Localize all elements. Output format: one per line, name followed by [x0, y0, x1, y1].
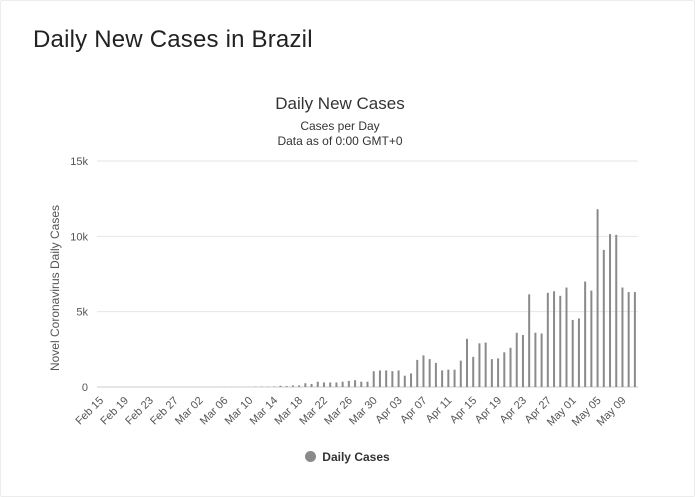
y-tick-label: 0	[82, 382, 88, 394]
bar[interactable]	[528, 294, 531, 387]
chart-subtitle: Cases per Day	[300, 119, 379, 133]
chart-subtitle: Data as of 0:00 GMT+0	[277, 134, 402, 148]
y-tick-label: 15k	[70, 156, 88, 168]
bar[interactable]	[360, 381, 363, 387]
bar[interactable]	[484, 342, 487, 387]
bar[interactable]	[391, 371, 394, 387]
bar[interactable]	[546, 292, 549, 387]
y-axis-label: Novel Coronavirus Daily Cases	[48, 205, 62, 371]
bar[interactable]	[627, 292, 630, 387]
bar[interactable]	[434, 362, 437, 387]
bar[interactable]	[397, 370, 400, 387]
bar[interactable]	[347, 380, 350, 387]
bar[interactable]	[615, 234, 618, 387]
bar[interactable]	[354, 380, 357, 387]
bar[interactable]	[621, 287, 624, 387]
bar[interactable]	[335, 382, 338, 387]
bar[interactable]	[279, 385, 282, 387]
bar[interactable]	[298, 385, 301, 387]
legend-label: Daily Cases	[322, 450, 390, 464]
legend-marker-icon	[305, 451, 317, 462]
bar[interactable]	[410, 373, 413, 387]
page-title: Daily New Cases in Brazil	[33, 26, 313, 53]
bar[interactable]	[490, 359, 493, 387]
bar[interactable]	[403, 375, 406, 387]
bar[interactable]	[285, 386, 288, 387]
bar[interactable]	[310, 383, 313, 387]
x-tick-label: Apr 19	[473, 395, 504, 426]
bar[interactable]	[316, 381, 319, 387]
bar[interactable]	[441, 370, 444, 387]
bar[interactable]	[596, 209, 599, 387]
bar[interactable]	[416, 359, 419, 387]
bar[interactable]	[472, 356, 475, 387]
bar[interactable]	[273, 386, 276, 387]
bar[interactable]	[602, 249, 605, 387]
bar[interactable]	[497, 358, 500, 387]
bar[interactable]	[590, 290, 593, 387]
bar[interactable]	[540, 333, 543, 387]
x-tick-label: Apr 15	[448, 395, 479, 426]
bar[interactable]	[609, 234, 612, 387]
bar[interactable]	[584, 281, 587, 387]
bar[interactable]	[509, 347, 512, 387]
x-tick-label: Apr 07	[398, 395, 429, 426]
bar[interactable]	[378, 370, 381, 387]
bar[interactable]	[322, 382, 325, 387]
bar[interactable]	[372, 371, 375, 387]
bar[interactable]	[422, 355, 425, 387]
bar[interactable]	[385, 370, 388, 387]
bar[interactable]	[459, 360, 462, 387]
x-tick-label: Mar 30	[347, 395, 380, 428]
bar[interactable]	[291, 385, 294, 387]
bar[interactable]	[366, 381, 369, 387]
bar[interactable]	[565, 287, 568, 387]
y-tick-label: 5k	[76, 307, 88, 319]
bar[interactable]	[447, 369, 450, 387]
bar[interactable]	[341, 381, 344, 387]
bar[interactable]	[559, 295, 562, 387]
bar[interactable]	[553, 291, 556, 387]
y-tick-label: 10k	[70, 231, 88, 243]
bar[interactable]	[428, 359, 431, 387]
bar[interactable]	[577, 318, 580, 387]
bar[interactable]	[515, 332, 518, 387]
bar[interactable]	[521, 335, 524, 387]
bar[interactable]	[329, 382, 332, 387]
bar[interactable]	[571, 319, 574, 387]
bar[interactable]	[633, 292, 636, 387]
bar[interactable]	[503, 352, 506, 387]
bar[interactable]	[465, 338, 468, 387]
bar[interactable]	[478, 343, 481, 387]
x-tick-label: Apr 23	[498, 395, 529, 426]
x-tick-label: Apr 03	[373, 395, 404, 426]
chart-title: Daily New Cases	[275, 94, 404, 113]
bar[interactable]	[534, 332, 537, 387]
bar[interactable]	[453, 369, 456, 387]
chart-legend[interactable]: Daily Cases	[0, 450, 695, 464]
bar[interactable]	[304, 383, 307, 387]
